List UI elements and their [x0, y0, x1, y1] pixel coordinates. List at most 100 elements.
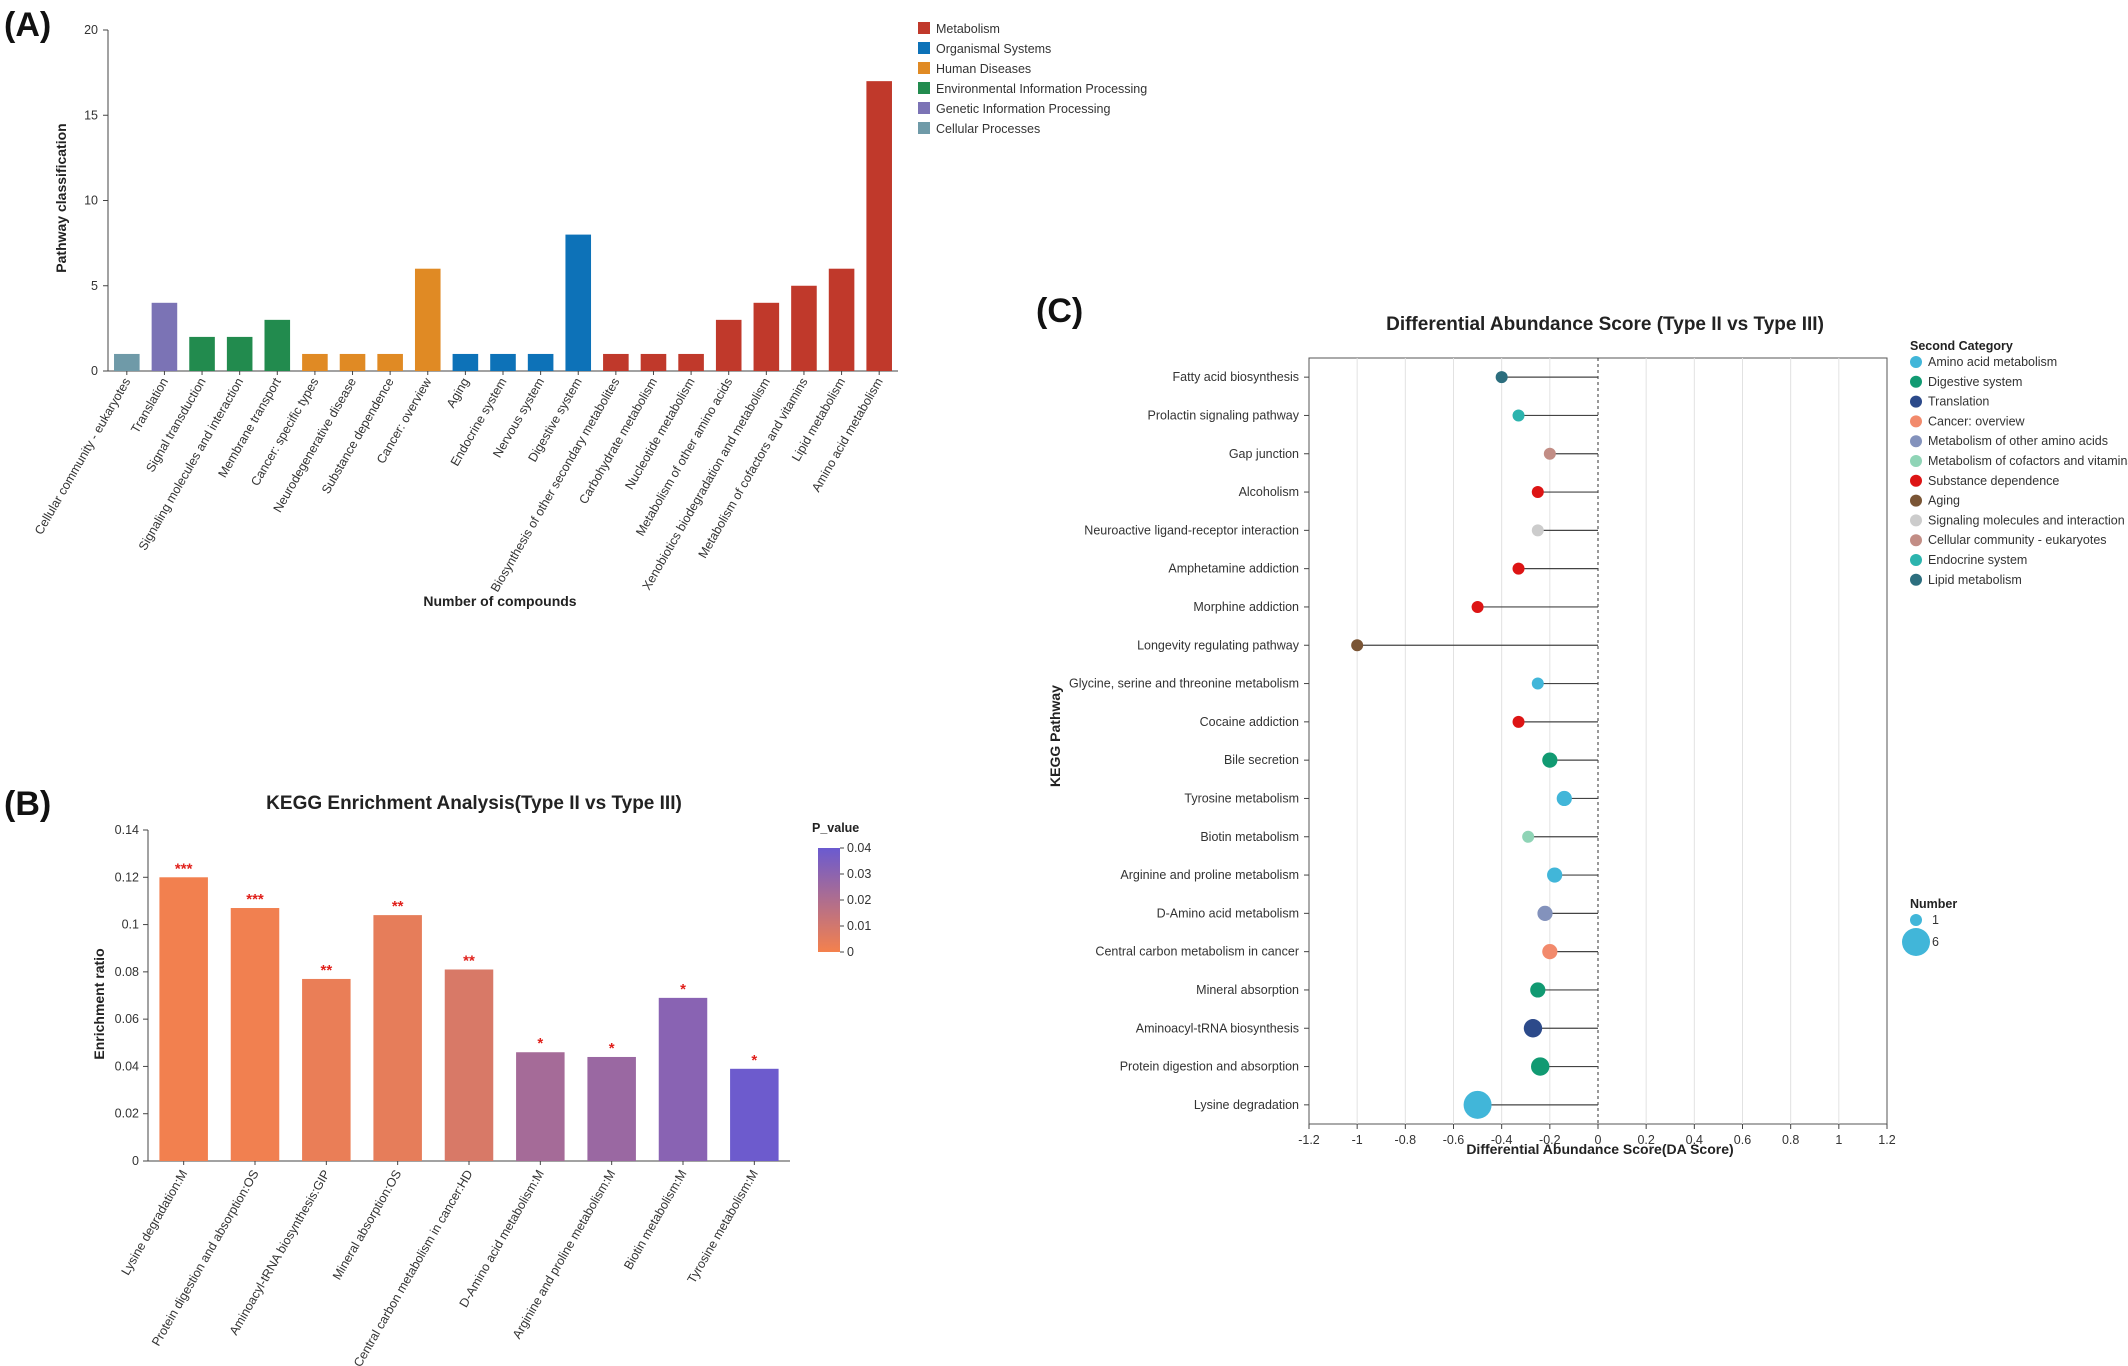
chart-c-legend-item: Metabolism of other amino acids [1928, 434, 2108, 448]
chart-c-ytick-label: Biotin metabolism [1200, 830, 1299, 844]
chart-c-point-protein-digestion-and-absorption [1531, 1057, 1550, 1076]
chart-a-legend-item: Organismal Systems [936, 42, 1051, 56]
chart-b-ytick-label: 0.04 [115, 1059, 139, 1073]
chart-a-xtick-label: Nucleotide metabolism [622, 376, 697, 493]
chart-c-ylabel: KEGG Pathway [1047, 685, 1063, 787]
chart-c-legend-marker [1910, 554, 1922, 566]
chart-c-legend-marker [1910, 514, 1922, 527]
chart-b-ytick-label: 0.12 [115, 870, 139, 884]
chart-c-ytick-label: Lysine degradation [1194, 1098, 1299, 1112]
chart-c-size-legend-label: 1 [1932, 913, 1939, 927]
chart-c-title: Differential Abundance Score (Type II vs… [1386, 314, 1824, 335]
chart-b-bar-mineral-absorption-os [373, 915, 422, 1161]
chart-b-significance-label: ** [320, 962, 332, 979]
chart-a-ytick-label: 20 [84, 23, 98, 37]
chart-c-legend-marker [1910, 474, 1922, 487]
chart-c-point-d-amino-acid-metabolism [1537, 905, 1553, 921]
chart-a-legend-swatch [918, 42, 930, 54]
chart-a-bar-nucleotide-metabolism [678, 353, 704, 371]
chart-c-xtick-label: -0.6 [1443, 1133, 1465, 1147]
chart-c-legend-item: Substance dependence [1928, 474, 2059, 488]
chart-c-point-gap-junction [1543, 447, 1556, 460]
chart-b-bar-aminoacyl-trna-biosynthesis-gip [302, 978, 351, 1161]
chart-b-significance-label: ** [392, 898, 404, 915]
chart-b-xtick-label: Central carbon metabolism in cancer:HD [351, 1168, 476, 1366]
chart-a-ytick-label: 15 [84, 108, 98, 122]
chart-c-legend-item: Signaling molecules and interaction [1928, 513, 2125, 527]
chart-c-xtick-label: -0.8 [1395, 1133, 1417, 1147]
chart-c-point-biotin-metabolism [1522, 830, 1535, 843]
chart-c-legend-item: Cancer: overview [1928, 414, 2026, 428]
chart-a-bar-carbohydrate-metabolism [640, 353, 667, 371]
chart-b-xtick-label: Tyrosine metabolism:M [685, 1168, 761, 1286]
chart-c-legend-marker [1910, 435, 1922, 448]
chart-c-point-morphine-addiction [1471, 600, 1484, 613]
chart-c-xtick-label: 1 [1835, 1133, 1842, 1147]
chart-c-ytick-label: Alcoholism [1239, 485, 1299, 499]
chart-a-legend-swatch [918, 82, 930, 94]
chart-c-point-aminoacyl-trna-biosynthesis [1523, 1019, 1543, 1038]
chart-b-colorbar-label: 0.04 [847, 841, 871, 855]
chart-c-ytick-label: Morphine addiction [1193, 600, 1299, 614]
chart-c-point-lysine-degradation [1463, 1090, 1492, 1119]
chart-c-size-legend-label: 6 [1932, 935, 1939, 949]
chart-c-xtick-label: 0.2 [1637, 1133, 1654, 1147]
chart-b-bar-tyrosine-metabolism-m [730, 1068, 779, 1161]
chart-a-xtick-label: Aging [444, 375, 472, 410]
chart-b-xtick-label: D-Amino acid metabolism:M [457, 1168, 547, 1310]
chart-c-ytick-label: Glycine, serine and threonine metabolism [1069, 677, 1299, 691]
chart-c-point-longevity-regulating-pathway [1351, 639, 1364, 652]
chart-c-ytick-label: Central carbon metabolism in cancer [1095, 945, 1299, 959]
chart-c-point-tyrosine-metabolism [1556, 790, 1572, 807]
chart-c: Differential Abundance Score (Type II vs… [1047, 314, 2128, 1157]
chart-a-bar-metabolism-of-cofactors-and-vitamins [791, 285, 817, 371]
chart-b-colorbar-title: P_value [812, 821, 859, 835]
chart-c-point-fatty-acid-biosynthesis [1495, 371, 1508, 384]
chart-c-legend-item: Lipid metabolism [1928, 573, 2022, 587]
chart-c-xtick-label: 0 [1595, 1133, 1602, 1147]
chart-c-point-arginine-and-proline-metabolism [1547, 867, 1563, 883]
chart-c-legend-item: Amino acid metabolism [1928, 355, 2057, 369]
chart-b-xtick-label: Mineral absorption:OS [330, 1168, 404, 1283]
chart-c-ytick-label: Prolactin signaling pathway [1148, 408, 1300, 422]
chart-c-legend-item: Endocrine system [1928, 553, 2027, 567]
chart-b-colorbar-label: 0 [847, 945, 854, 959]
chart-c-legend-marker [1910, 375, 1922, 388]
chart-c-point-mineral-absorption [1530, 982, 1546, 998]
chart-b-bar-protein-digestion-and-absorption-os [230, 908, 280, 1161]
chart-a-bar-lipid-metabolism [828, 268, 855, 371]
chart-a: Number of compounds Pathway classificati… [32, 22, 1147, 609]
chart-a-ytick-label: 5 [91, 279, 98, 293]
chart-c-ytick-label: Fatty acid biosynthesis [1173, 370, 1299, 384]
chart-c-legend-item: Digestive system [1928, 375, 2022, 389]
chart-a-xtick-label: Cellular community - eukaryotes [32, 376, 133, 538]
chart-c-legend-marker [1910, 356, 1922, 368]
chart-a-legend-item: Genetic Information Processing [936, 102, 1110, 116]
chart-c-size-legend-marker [1910, 914, 1922, 926]
chart-a-xtick-label: Translation [128, 375, 171, 435]
chart-c-legend-marker [1910, 494, 1922, 507]
chart-c-ytick-label: Aminoacyl-tRNA biosynthesis [1136, 1021, 1299, 1035]
chart-b-significance-label: * [680, 981, 686, 998]
chart-c-legend-marker [1910, 415, 1922, 428]
chart-c-ytick-label: Longevity regulating pathway [1137, 638, 1300, 652]
chart-c-xtick-label: -1 [1352, 1133, 1363, 1147]
chart-a-ytick-label: 10 [84, 194, 98, 208]
chart-a-bar-xenobiotics-biodegradation-and-metabolism [753, 302, 780, 371]
chart-b-title: KEGG Enrichment Analysis(Type II vs Type… [266, 793, 682, 814]
chart-a-bar-aging [452, 353, 479, 371]
chart-c-legend-item: Translation [1928, 395, 1989, 409]
chart-c-ytick-label: Neuroactive ligand-receptor interaction [1084, 523, 1299, 537]
chart-a-bar-digestive-system [565, 234, 592, 371]
chart-c-size-legend-title: Number [1910, 897, 1957, 911]
chart-a-bar-endocrine-system [490, 353, 516, 371]
chart-b-bar-arginine-and-proline-metabolism-m [587, 1056, 636, 1161]
chart-c-legend-item: Aging [1928, 494, 1960, 508]
chart-a-bar-nervous-system [527, 353, 554, 371]
chart-c-legend-title: Second Category [1910, 339, 2013, 353]
chart-b-bar-lysine-degradation-m [159, 877, 208, 1161]
chart-a-xtick-label: Cancer: specific types [248, 376, 321, 489]
chart-a-legend-swatch [918, 102, 930, 114]
chart-c-legend-marker [1910, 534, 1922, 547]
